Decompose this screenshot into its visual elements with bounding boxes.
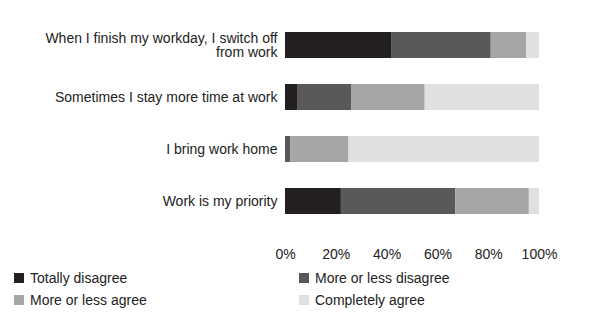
html-text:Totally disagree: Totally disagree (30, 270, 128, 286)
html-text:More or less agree: More or less agree (30, 292, 147, 308)
svg-text:40%: 40% (373, 246, 401, 262)
html-text:Completely agree: Completely agree (315, 292, 425, 308)
svg-text:0%: 0% (275, 246, 295, 262)
html-text:More or less disagree: More or less disagree (315, 270, 450, 286)
svg-text:80%: 80% (475, 246, 503, 262)
svg-text:When I finish my workday, I sw: When I finish my workday, I switch offfr… (45, 30, 278, 60)
svg-text:Work is my priority: Work is my priority (163, 193, 278, 209)
svg-text:I bring work home: I bring work home (166, 141, 277, 157)
svg-text:60%: 60% (424, 246, 452, 262)
svg-text:Sometimes I stay more time at: Sometimes I stay more time at work (55, 89, 279, 105)
svg-text:20%: 20% (322, 246, 350, 262)
svg-text:100%: 100% (522, 246, 558, 262)
